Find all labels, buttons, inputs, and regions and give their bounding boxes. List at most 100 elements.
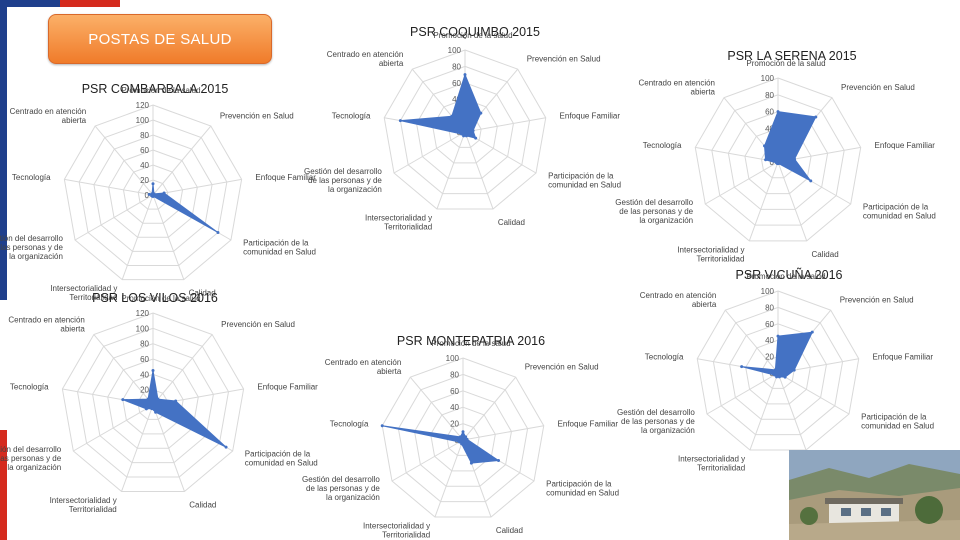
category-label: Enfoque Familiar — [873, 352, 934, 361]
grid-ring — [108, 149, 198, 238]
category-label: Enfoque Familiar — [255, 173, 316, 182]
data-point — [497, 459, 501, 462]
data-point — [776, 110, 780, 114]
category-label: Enfoque Familiar — [257, 383, 318, 392]
category-label: Prevención en Salud — [220, 111, 294, 120]
grid-spoke — [748, 161, 779, 242]
category-label: Centrado en atención abierta — [327, 50, 404, 68]
radar-chart-4: PSR LA SERENA 2015100806040200Promoción … — [615, 49, 936, 264]
flag-white — [0, 300, 7, 430]
grid-spoke — [74, 194, 154, 241]
tick-label: 80 — [140, 131, 149, 140]
data-area — [741, 331, 814, 378]
tick-label: 20 — [140, 176, 149, 185]
data-point — [775, 375, 779, 379]
category-label: Enfoque Familiar — [558, 419, 619, 428]
grid-ring — [729, 323, 827, 420]
tick-label: 0 — [770, 158, 775, 167]
data-point — [147, 192, 151, 196]
data-point — [224, 445, 228, 449]
data-point — [146, 397, 150, 401]
data-point — [764, 158, 768, 162]
data-point — [763, 144, 767, 148]
data-point — [463, 73, 467, 77]
data-point — [174, 399, 178, 403]
data-point — [151, 182, 155, 186]
grid-ring — [63, 104, 243, 281]
radar-chart-1: PSR COQUIMBO 2015100806040200Promoción d… — [304, 25, 621, 232]
tick-label: 40 — [140, 370, 149, 379]
category-label: Intersectorialidad y Territorialidad — [365, 214, 432, 232]
category-label: Tecnología — [643, 141, 682, 150]
grid-ring — [381, 357, 545, 518]
grid-ring — [399, 65, 531, 195]
data-area — [382, 425, 500, 464]
grid-spoke — [462, 376, 517, 441]
tick-label: 40 — [450, 403, 459, 412]
tick-label: 80 — [140, 340, 149, 349]
chart-title: PSR LA SERENA 2015 — [727, 49, 856, 63]
data-point — [775, 161, 779, 165]
tick-label: 100 — [136, 324, 150, 333]
grid-spoke — [93, 334, 154, 406]
data-area — [400, 73, 482, 139]
category-label: Centrado en atención abierta — [639, 78, 716, 96]
category-label: Enfoque Familiar — [875, 141, 936, 150]
data-point — [121, 398, 125, 402]
category-label: Participación de la comunidad en Salud — [243, 239, 316, 257]
category-label: Intersectorialidad y Territorialidad — [50, 284, 117, 302]
grid-ring — [696, 290, 860, 451]
radar-chart-5: PSR VICUÑA 2016100806040200Promoción de … — [617, 268, 934, 473]
grid-spoke — [706, 372, 779, 415]
grid-ring — [397, 373, 529, 503]
grid-ring — [744, 127, 812, 195]
grid-ring — [122, 164, 184, 224]
data-point — [150, 192, 154, 196]
category-label: Calidad — [498, 218, 525, 227]
data-point — [461, 430, 465, 434]
grid-ring — [137, 389, 169, 420]
data-point — [810, 330, 814, 334]
tick-label: 100 — [136, 116, 150, 125]
data-point — [464, 435, 468, 439]
category-label: Centrado en atención abierta — [8, 315, 85, 333]
grid-ring — [711, 94, 845, 226]
tick-label: 20 — [450, 420, 459, 429]
data-point — [809, 179, 813, 183]
grid-spoke — [152, 178, 242, 196]
grid-spoke — [705, 161, 779, 205]
data-point — [450, 114, 454, 118]
grid-ring — [432, 98, 498, 164]
grid-ring — [93, 134, 213, 252]
grid-ring — [727, 111, 829, 210]
grid-spoke — [436, 131, 466, 210]
category-label: Participación de la comunidad en Salud — [548, 172, 621, 190]
data-point — [156, 397, 160, 401]
category-label: Promoción de la salud — [746, 59, 825, 68]
category-label: Tecnología — [12, 173, 51, 182]
header-strip — [0, 0, 120, 7]
grid-spoke — [121, 194, 154, 280]
grid-spoke — [393, 131, 466, 174]
grid-ring — [745, 339, 811, 405]
grid-spoke — [73, 404, 154, 452]
radar-chart-2: PSR COMBARBALA 2015 120 100 80 60 40 20 0 Promoc… — [0, 82, 316, 302]
data-point — [479, 111, 483, 115]
data-point — [216, 231, 220, 234]
grid-ring — [383, 49, 547, 210]
chart-title: PSR MONTEPATRIA 2016 — [397, 334, 545, 348]
tick-label: 80 — [452, 62, 461, 71]
tick-label: 100 — [448, 46, 462, 55]
data-point — [474, 136, 478, 140]
category-label: Calidad — [189, 501, 216, 510]
grid-ring — [137, 179, 169, 210]
grid-spoke — [391, 439, 464, 482]
category-label: Promoción de la salud — [121, 294, 200, 303]
grid-spoke — [777, 161, 808, 242]
tick-label: 60 — [450, 387, 459, 396]
data-point — [457, 440, 461, 444]
